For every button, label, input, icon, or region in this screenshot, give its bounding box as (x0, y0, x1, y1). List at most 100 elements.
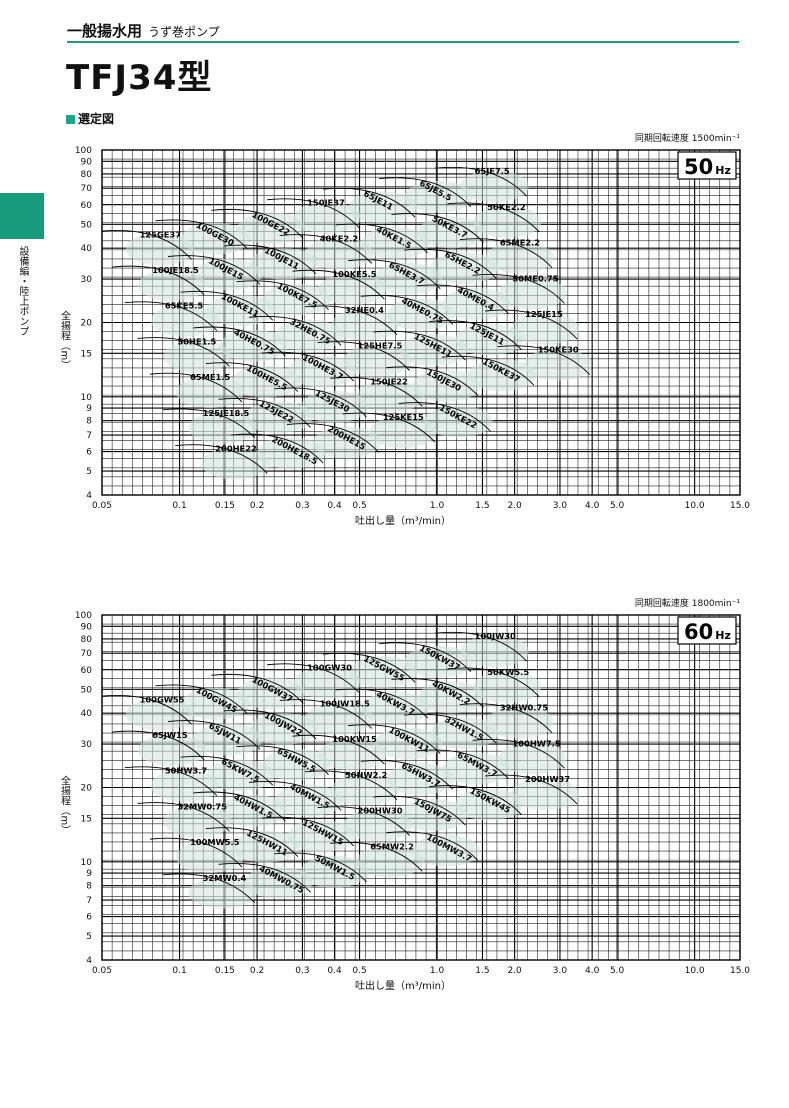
selection-region (485, 706, 554, 739)
selection-region (163, 340, 232, 373)
pump-curve (168, 720, 261, 750)
x-tick-label: 3.0 (553, 501, 568, 511)
selection-region (442, 287, 511, 320)
selection-region (249, 712, 318, 745)
y-tick-label: 6 (86, 448, 92, 458)
pump-curve (304, 305, 398, 336)
selection-region (138, 734, 207, 767)
pump-curve (137, 337, 230, 367)
pump-curve (472, 738, 565, 769)
selection-region (318, 273, 387, 306)
selection-region (293, 666, 362, 699)
pump-curve (317, 806, 410, 836)
pump-curve (386, 366, 479, 397)
pump-curve (236, 745, 329, 775)
selection-region (361, 226, 430, 259)
y-tick-label: 15 (81, 349, 92, 359)
selection-region (176, 376, 245, 409)
x-tick-label: 1.0 (430, 966, 445, 976)
x-tick-label: 10.0 (685, 966, 705, 976)
x-tick-label: 3.0 (553, 966, 568, 976)
pump-curve (322, 652, 416, 683)
pump-curve (391, 678, 484, 708)
chart-title-number: 60 (684, 620, 713, 644)
pump-curve (485, 774, 578, 805)
x-tick-label: 0.1 (172, 501, 186, 511)
selection-region (424, 405, 493, 438)
selection-region (460, 635, 529, 668)
x-tick-label: 2.0 (507, 501, 522, 511)
curve-label: 100MW5.5 (190, 837, 240, 847)
chart-title-number: 50 (684, 155, 713, 179)
x-tick-label: 0.2 (250, 966, 264, 976)
pump-curve (292, 734, 385, 765)
selection-region (181, 222, 250, 255)
selection-region (356, 845, 425, 878)
selection-region (293, 201, 362, 234)
pump-curve (404, 248, 497, 279)
pump-curve (223, 244, 317, 275)
y-tick-label: 100 (75, 611, 92, 621)
y-tick-label: 80 (81, 635, 93, 645)
curve-label: 125JE15 (525, 309, 563, 319)
curve-label: 50ME0.75 (513, 273, 559, 283)
chart-title-unit: Hz (715, 164, 731, 177)
selection-region (417, 216, 486, 249)
pump-curves (102, 631, 578, 904)
x-tick-label: 1.5 (475, 966, 489, 976)
pump-curve (317, 341, 410, 371)
selection-region (412, 369, 481, 402)
selection-region (300, 390, 369, 423)
y-tick-label: 9 (86, 869, 92, 879)
pump-curve (112, 265, 205, 296)
selection-region (287, 355, 356, 388)
curve-label: 65MW2.2 (370, 841, 414, 851)
curve-label: 65JW15 (152, 730, 188, 740)
frequency-badge (677, 616, 737, 645)
pump-curve (124, 301, 218, 332)
pump-curves (102, 166, 591, 474)
y-tick-label: 50 (81, 220, 93, 230)
pump-curve (373, 795, 466, 826)
y-tick-label: 20 (81, 784, 93, 794)
selection-region (237, 212, 306, 245)
y-tick-label: 10 (81, 858, 93, 868)
x-axis-title: 吐出し量（m³/min） (355, 514, 451, 527)
curve-label: 100HW7.5 (513, 738, 561, 748)
category-label: 一般揚水用 (67, 22, 143, 40)
curve-label: 50KW5.5 (487, 667, 529, 677)
pump-curve (429, 785, 522, 815)
selection-region (305, 237, 374, 270)
x-tick-label: 2.0 (507, 966, 522, 976)
selection-regions (125, 635, 580, 909)
selection-region (523, 348, 592, 381)
y-tick-label: 30 (81, 275, 93, 285)
pump-curve (416, 749, 510, 780)
pump-curve (322, 187, 416, 218)
selection-region (275, 319, 344, 352)
selection-region (498, 277, 567, 310)
selection-region (455, 788, 524, 821)
pump-curve (330, 376, 423, 407)
selection-region (150, 769, 219, 802)
selection-region (194, 258, 263, 291)
selection-region (305, 702, 374, 735)
pump-curve (497, 345, 591, 376)
pump-curve (180, 290, 274, 321)
section-heading-text: 選定図 (78, 112, 115, 126)
pump-curve (231, 433, 324, 464)
selection-region (412, 834, 481, 867)
pump-curve (459, 238, 553, 268)
curve-label: 150JE37 (307, 198, 345, 208)
y-axis-title: 全揚程（m） (59, 309, 71, 370)
y-tick-label: 70 (81, 649, 93, 659)
y-tick-label: 70 (81, 184, 93, 194)
pump-curve (330, 841, 423, 872)
y-tick-label: 80 (81, 170, 93, 180)
pump-curve (150, 372, 243, 403)
x-tick-label: 1.0 (430, 501, 445, 511)
square-bullet-icon (66, 115, 75, 124)
pump-curve (360, 295, 454, 325)
chart-subtitle: 同期回転速度 1500min⁻¹ (635, 132, 740, 144)
plot-frame (101, 149, 741, 496)
